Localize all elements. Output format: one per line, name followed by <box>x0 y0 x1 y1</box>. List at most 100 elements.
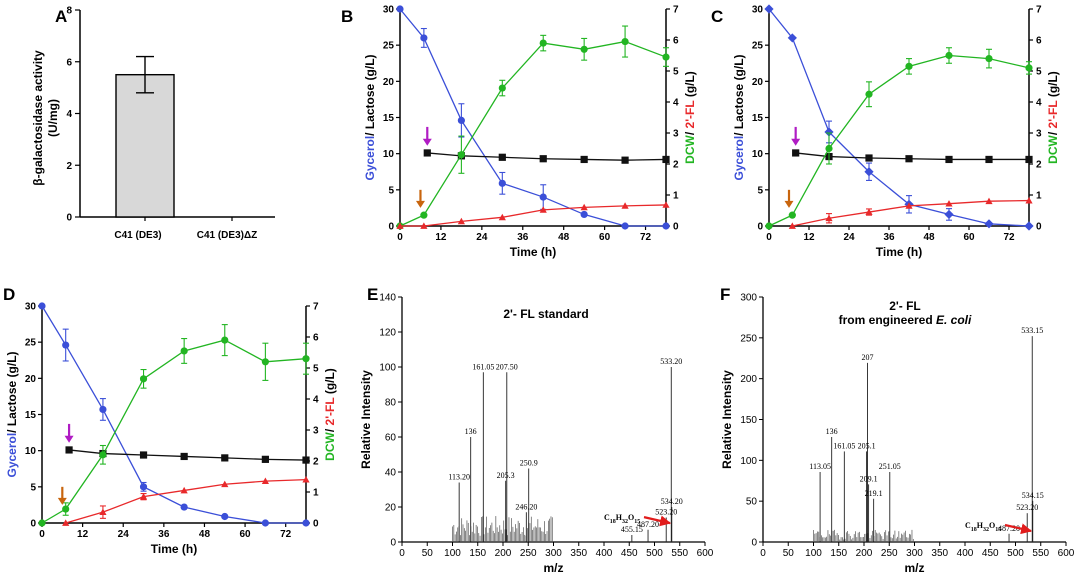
panel-b-series-lactose-point <box>621 156 629 164</box>
panel-c-series-2fl-point <box>985 197 993 205</box>
panel-b-series-dcw-point <box>539 39 547 47</box>
panel-e-peak-label: 487.20 <box>637 520 659 529</box>
panel-d-series-2fl-point <box>221 480 229 488</box>
panel-b-series-glycerol-point <box>580 210 588 219</box>
panel-d-ytick-left-label: 20 <box>25 374 37 385</box>
panel-b-xtick-label: 60 <box>599 232 611 243</box>
panel-f-peak-label: 523.20 <box>1016 503 1038 512</box>
panel-c-series-dcw-line <box>768 54 1030 227</box>
panel-b-xtick-label: 36 <box>517 232 529 243</box>
panel-c-series-2fl-point <box>788 222 796 229</box>
panel-e-formula-h: H <box>616 513 623 522</box>
panel-b-series-2fl-point <box>621 202 629 209</box>
panel-letter-d: D <box>3 285 15 304</box>
panel-d-ylabel-right: DCW/ 2'-FL (g/L) <box>323 368 337 461</box>
panel-b-series-2fl-point <box>539 206 547 213</box>
panel-a-ylabel-line1: β-galactosidase activity <box>31 50 45 186</box>
panel-b-ytick-right-label: 7 <box>673 5 679 16</box>
panel-e-peak-label: 534.20 <box>661 497 683 506</box>
panel-f-peak-label: 487.20 <box>998 524 1020 533</box>
panel-b-xlabel: Time (h) <box>510 245 556 259</box>
panel-b-series-dcw-point <box>498 84 506 92</box>
panel-c-series-dcw-point <box>945 51 953 60</box>
panel-e-xtick-label: 600 <box>697 548 714 559</box>
panel-c-lactose-addition-arrow <box>791 126 801 146</box>
panel-c-series-lactose-point <box>792 149 800 157</box>
panel-e-plot: 0 50 100 150 200 250 300 350 400 450 500 550 600 0 20 4… <box>359 293 714 574</box>
panel-c-series-dcw-point <box>825 144 833 153</box>
panel-f-ytick-label: 200 <box>740 374 757 385</box>
panel-c-xlabel: Time (h) <box>876 245 922 259</box>
panel-f-ytick-label: 50 <box>746 497 758 508</box>
panel-d-series-glycerol-line <box>41 305 306 524</box>
panel-f-xtick-label: 350 <box>931 548 948 559</box>
panel-e-ytick-label: 120 <box>379 328 396 339</box>
panel-c-series-dcw-point <box>765 222 773 230</box>
panel-b-series-lactose-point <box>580 155 588 164</box>
panel-b-lactose-addition-arrow <box>422 126 432 146</box>
panel-c-series-lactose-point <box>905 155 913 163</box>
panel-c-ylabel-lactose: / Lactose (g/L) <box>732 54 746 135</box>
panel-d-xtick-label: 24 <box>118 529 130 540</box>
panel-f-peak-label: 533.15 <box>1021 326 1043 335</box>
panel-d-series-dcw-point <box>221 336 229 344</box>
panel-c-ylabel-glycerol: Gycerol <box>732 136 746 181</box>
panel-b-series-2fl-point <box>420 222 428 229</box>
panel-b-series-2fl-point <box>396 222 404 229</box>
panel-e-ytick-label: 0 <box>390 538 396 549</box>
panel-c-xtick-label: 24 <box>843 232 855 243</box>
panel-f-peak-label: 207 <box>862 353 874 362</box>
panel-b-ytick-right-label: 0 <box>673 222 679 233</box>
panel-a-ytick-label: 8 <box>66 6 72 17</box>
panel-d-series-dcw-point <box>302 355 310 363</box>
panel-f-peak-label: 219.1 <box>865 489 883 498</box>
panel-b-series-glycerol-point <box>662 222 670 230</box>
panel-c-ytick-left-label: 0 <box>757 222 763 233</box>
panel-b-induction-arrow-head <box>415 200 425 208</box>
panel-e-xtick-label: 100 <box>444 548 461 559</box>
panel-f-xtick-label: 500 <box>1007 548 1024 559</box>
panel-d-ytick-right-label: 6 <box>313 333 319 344</box>
panel-f-formula-h: H <box>977 521 984 530</box>
panel-a-ytick-label: 6 <box>66 57 72 68</box>
panel-f-ytick-label: 250 <box>740 333 757 344</box>
panel-a-ylabel-line2: (U/mg) <box>46 99 60 137</box>
panel-d-ylabel-left: Gycerol/ Lactose (g/L) <box>5 351 19 477</box>
panel-d-series-lactose-point <box>139 451 148 459</box>
panel-c-xtick-label: 12 <box>803 232 815 243</box>
panel-f-title-prefix: from engineered <box>839 313 936 327</box>
panel-f-peak-label: 534.15 <box>1022 491 1044 500</box>
panel-d-ytick-right-label: 5 <box>313 364 319 375</box>
panel-b-ytick-left-label: 20 <box>383 77 395 88</box>
panel-d-xtick-label: 48 <box>199 529 211 540</box>
panel-b-ytick-right-label: 1 <box>673 191 679 202</box>
panel-f-formula-o-sub: 15 <box>995 527 1001 533</box>
panel-b-ytick-right-label: 6 <box>673 36 679 47</box>
panel-f-xtick-label: 400 <box>957 548 974 559</box>
panel-e-peak-label: 161.05 <box>472 362 494 371</box>
panel-d-series-2fl-point <box>180 486 188 494</box>
panel-a-ytick-label: 2 <box>66 161 72 172</box>
panel-a-ytick-label: 4 <box>66 109 72 120</box>
panel-d-ytick-left-label: 5 <box>30 482 36 493</box>
panel-b-series-2fl-line <box>400 204 667 227</box>
panel-d-xtick-label: 72 <box>280 529 292 540</box>
panel-c-ytick-left-label: 20 <box>752 77 764 88</box>
panel-b-ylabel-unit: (g/L) <box>683 71 697 100</box>
panel-e-xtick-label: 0 <box>399 548 405 559</box>
panel-c-series-2fl-point <box>1025 196 1033 204</box>
panel-e-xtick-label: 300 <box>545 548 562 559</box>
panel-b-series-glycerol-point <box>498 179 506 187</box>
panel-c-series-2fl-point <box>865 208 873 215</box>
panel-d-series-2fl-point <box>62 519 70 526</box>
panel-f-xtick-label: 300 <box>906 548 923 559</box>
panel-d-series-glycerol-point <box>139 483 148 491</box>
panel-f-peak-label: 161.05 <box>833 441 855 450</box>
panel-d-ytick-left-label: 0 <box>30 519 36 530</box>
panel-b-xtick-label: 72 <box>640 232 652 243</box>
panel-d-series-glycerol-point <box>38 302 46 310</box>
panel-f-xtick-label: 600 <box>1058 548 1074 559</box>
